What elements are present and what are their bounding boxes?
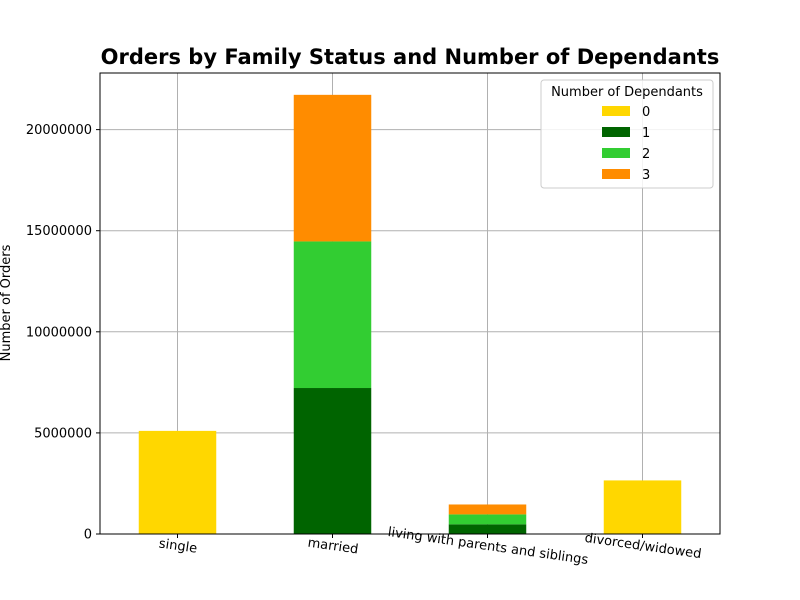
legend-entry-label: 3	[642, 168, 650, 183]
bar-segment	[448, 504, 527, 515]
bar-segment	[293, 388, 372, 534]
bar-segment	[603, 480, 682, 534]
chart-title: Orders by Family Status and Number of De…	[101, 45, 720, 69]
bar-segment	[138, 430, 217, 534]
legend-entry-label: 2	[642, 147, 650, 162]
y-axis-label: Number of Orders	[0, 244, 14, 361]
legend-title: Number of Dependants	[551, 85, 703, 100]
axes-frame	[99, 72, 721, 535]
bar-segment	[293, 94, 372, 242]
x-tick-label: single	[158, 536, 198, 556]
bar-stacks	[138, 94, 682, 534]
y-tick-label: 5000000	[34, 426, 92, 441]
legend-swatch	[602, 148, 630, 158]
y-tick-label: 15000000	[26, 224, 92, 239]
bar-segment	[448, 524, 527, 534]
legend: Number of Dependants 0 1 2 3	[540, 79, 714, 189]
x-tick-label: married	[307, 536, 360, 558]
legend-swatch	[602, 127, 630, 137]
legend-entry-label: 1	[642, 126, 650, 141]
bar-segment	[448, 514, 527, 525]
legend-entry-label: 0	[642, 105, 650, 120]
legend-swatch	[602, 106, 630, 116]
bar-segment	[293, 241, 372, 389]
legend-swatch	[602, 169, 630, 179]
y-tick-label: 0	[84, 528, 92, 543]
y-tick-label: 20000000	[26, 123, 92, 138]
y-tick-label: 10000000	[26, 325, 92, 340]
